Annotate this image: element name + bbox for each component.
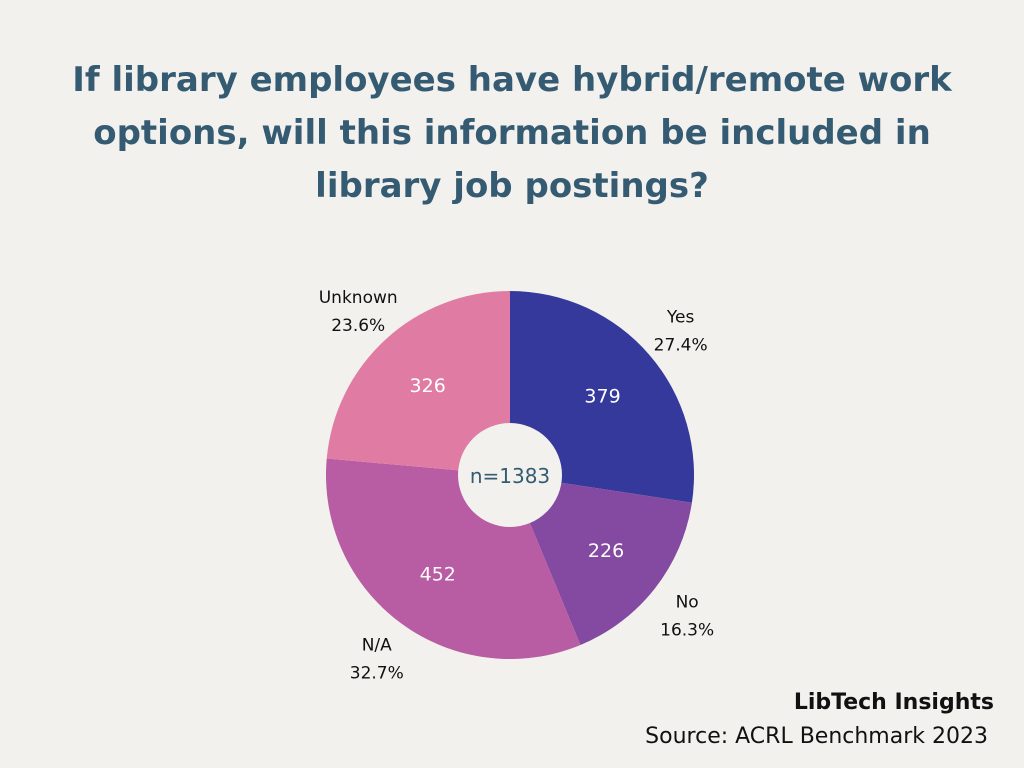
source-label: Source: ACRL Benchmark 2023 xyxy=(645,724,988,749)
slice-value-unknown: 326 xyxy=(410,375,446,397)
center-label: n=1383 xyxy=(470,464,550,488)
slice-label-yes: Yes xyxy=(666,307,695,327)
brand-label: LibTech Insights xyxy=(793,690,994,715)
pie-slice-no xyxy=(510,475,692,645)
slice-outer-labels: Yes 27.4% No 16.3% N/A 32.7% Unknown 23.6% xyxy=(319,288,714,683)
slice-label-unknown: Unknown xyxy=(319,288,398,308)
slice-label-no: No xyxy=(676,593,699,613)
pie-slices xyxy=(326,291,694,659)
slice-value-yes: 379 xyxy=(584,385,620,407)
slice-label-n-a: N/A xyxy=(362,635,392,655)
slice-percent-n-a: 32.7% xyxy=(350,663,404,683)
center-hole xyxy=(458,423,562,527)
slice-value-n-a: 452 xyxy=(420,563,456,585)
pie-slice-unknown xyxy=(326,291,510,475)
slice-percent-yes: 27.4% xyxy=(654,335,708,355)
chart-title: If library employees have hybrid/remote … xyxy=(72,60,952,206)
slice-value-no: 226 xyxy=(588,540,624,562)
slice-percent-unknown: 23.6% xyxy=(331,316,385,336)
pie-slice-yes xyxy=(510,291,694,503)
slice-percent-no: 16.3% xyxy=(660,621,714,641)
slice-value-labels: 379 226 452 326 xyxy=(410,375,625,585)
